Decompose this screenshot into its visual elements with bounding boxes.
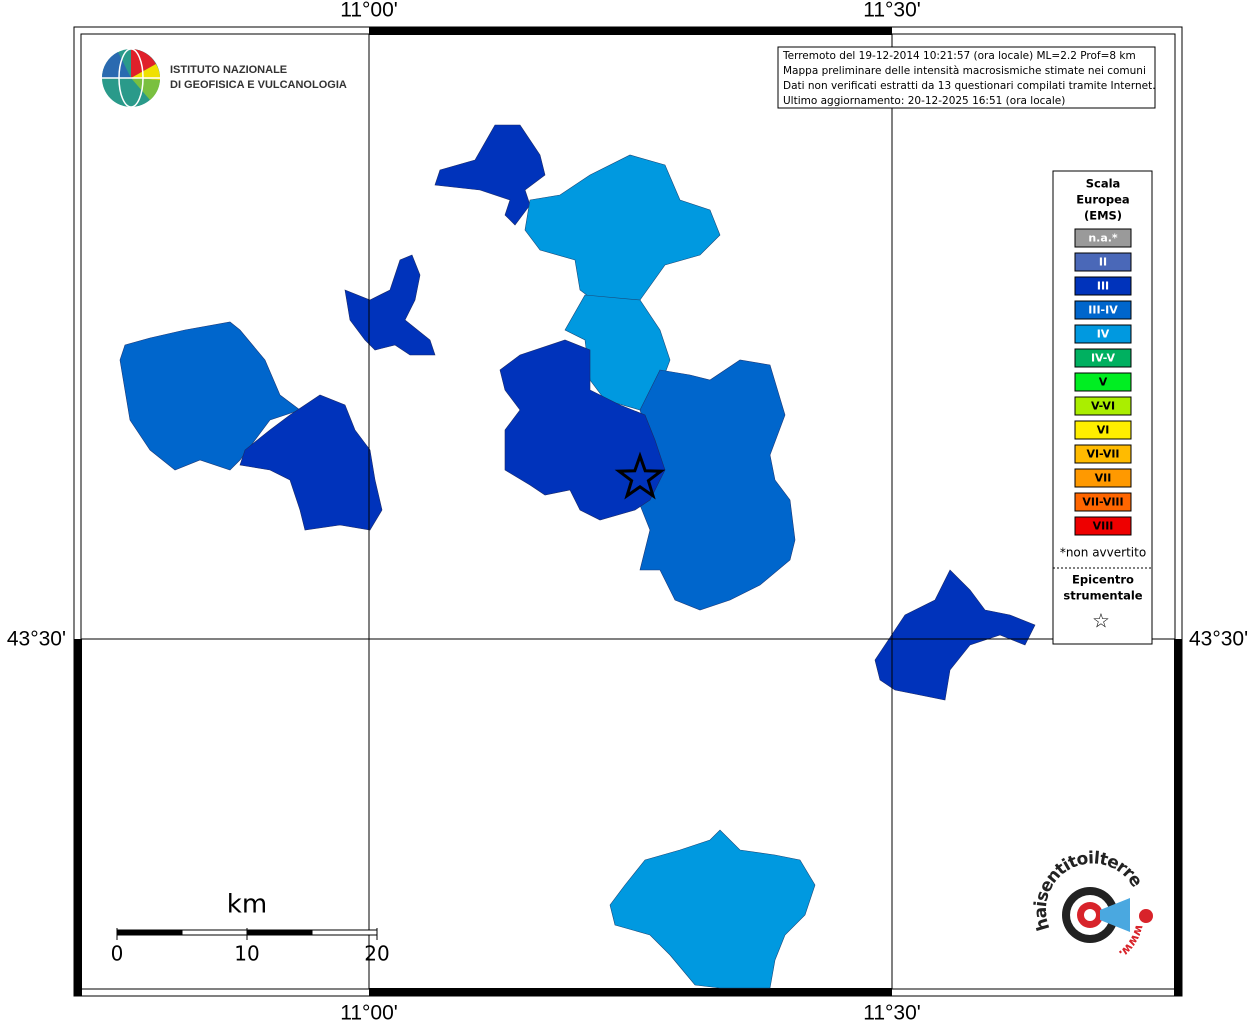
region bbox=[119, 321, 301, 471]
scale-segment bbox=[181, 929, 248, 936]
legend-label: V bbox=[1099, 376, 1108, 389]
legend-label: VIII bbox=[1093, 520, 1114, 533]
legend-title: Scala bbox=[1086, 177, 1121, 191]
legend-swatch bbox=[1074, 420, 1132, 440]
legend-epicenter: Epicentro bbox=[1072, 573, 1134, 587]
epicenter-star bbox=[614, 451, 666, 500]
legend-label: III bbox=[1097, 280, 1109, 293]
legend-swatch bbox=[1074, 516, 1132, 536]
scale-label: 20 bbox=[364, 942, 389, 966]
region bbox=[239, 394, 383, 531]
legend-swatch bbox=[1074, 396, 1132, 416]
legend-swatch bbox=[1074, 444, 1132, 464]
info-line: Terremoto del 19-12-2014 10:21:57 (ora l… bbox=[782, 50, 1136, 62]
info: Terremoto del 19-12-2014 10:21:57 (ora l… bbox=[782, 50, 1156, 107]
info-box bbox=[777, 46, 1156, 109]
legend-swatch bbox=[1074, 324, 1132, 344]
regions bbox=[119, 124, 1036, 989]
region bbox=[609, 829, 816, 989]
legend-label: n.a.* bbox=[1088, 232, 1118, 245]
legend-title: (EMS) bbox=[1084, 209, 1122, 223]
lon-label: 11°30' bbox=[863, 1002, 921, 1024]
legend-swatch bbox=[1074, 228, 1132, 248]
frame-bar bbox=[1174, 639, 1182, 996]
scale-label: 10 bbox=[234, 942, 259, 966]
legend-swatch bbox=[1074, 348, 1132, 368]
legend-swatch bbox=[1074, 492, 1132, 512]
logo-text: ISTITUTO NAZIONALE bbox=[170, 64, 287, 76]
legend-epicenter: strumentale bbox=[1063, 589, 1142, 603]
legend: ScalaEuropea(EMS)n.a.*IIIIIIII-IVIVIV-VV… bbox=[1060, 177, 1146, 633]
legend-label: VII-VIII bbox=[1082, 496, 1123, 509]
info-line: Ultimo aggiornamento: 20-12-2025 16:51 (… bbox=[783, 95, 1065, 107]
region bbox=[874, 569, 1036, 701]
frame-bar bbox=[369, 988, 892, 996]
scale-unit: km bbox=[227, 890, 267, 920]
region bbox=[524, 154, 721, 306]
lat-label: 43°30' bbox=[1189, 628, 1248, 651]
ingv-logo: ISTITUTO NAZIONALE DI GEOFISICA E VULCAN… bbox=[101, 48, 347, 108]
lon-label: 11°00' bbox=[340, 1002, 398, 1024]
legend-label: VI-VII bbox=[1086, 448, 1119, 461]
scale-segment bbox=[246, 929, 313, 936]
legend-label: IV-V bbox=[1091, 352, 1116, 365]
logo-text: DI GEOFISICA E VULCANOLOGIA bbox=[170, 79, 347, 91]
region bbox=[434, 124, 546, 226]
legend-title: Europea bbox=[1076, 193, 1129, 207]
lon-label: 11°00' bbox=[340, 0, 398, 22]
legend-swatch bbox=[1074, 300, 1132, 320]
lon-label: 11°30' bbox=[863, 0, 921, 22]
frame-bar bbox=[369, 27, 892, 35]
scale-bar: km 0 10 20 bbox=[111, 890, 390, 966]
legend-label: VI bbox=[1097, 424, 1110, 437]
legend-note: *non avvertito bbox=[1060, 546, 1146, 560]
scale-label: 0 bbox=[111, 942, 124, 966]
region bbox=[639, 359, 796, 611]
region bbox=[344, 254, 436, 356]
legend-label: V-VI bbox=[1091, 400, 1115, 413]
legend-swatch bbox=[1074, 372, 1132, 392]
info-line: Mappa preliminare delle intensità macros… bbox=[783, 65, 1146, 77]
legend-star: ☆ bbox=[1092, 609, 1110, 633]
legend-label: VII bbox=[1095, 472, 1112, 485]
legend-swatch bbox=[1074, 252, 1132, 272]
legend-label: II bbox=[1099, 256, 1107, 269]
lat-label: 43°30' bbox=[7, 628, 66, 651]
legend-label: III-IV bbox=[1088, 304, 1118, 317]
frame-bar bbox=[74, 639, 82, 996]
legend-swatch bbox=[1074, 468, 1132, 488]
info-line: Dati non verificati estratti da 13 quest… bbox=[783, 80, 1156, 92]
legend-label: IV bbox=[1097, 328, 1110, 341]
scale-segment bbox=[311, 929, 378, 936]
legend-swatch bbox=[1074, 276, 1132, 296]
scale-segment bbox=[116, 929, 183, 936]
